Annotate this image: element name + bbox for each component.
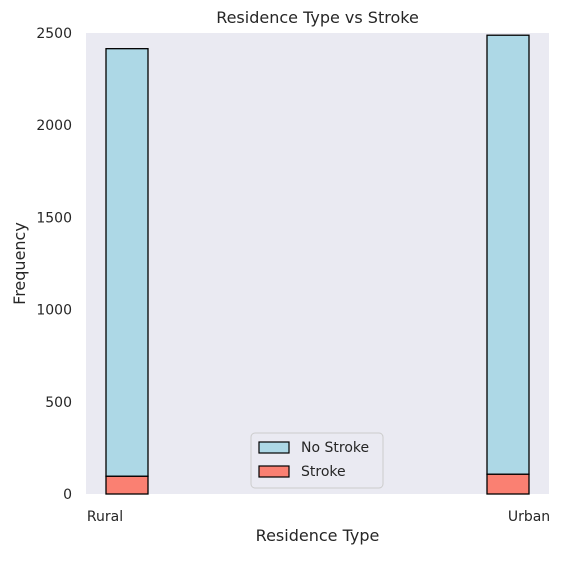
- y-tick-label: 0: [63, 487, 72, 503]
- y-tick-label: 1000: [36, 303, 72, 319]
- y-axis-label: Frequency: [10, 222, 29, 305]
- legend-swatch: [258, 441, 290, 454]
- x-tick-label: Urban: [508, 509, 550, 525]
- bar-stroke-urban: [486, 473, 530, 495]
- plot-area: [86, 33, 549, 494]
- bar-stroke-rural: [105, 475, 149, 495]
- bar-no-stroke-rural: [105, 48, 149, 477]
- y-ticks: 0 500 1000 1500 2000 2500: [36, 26, 72, 503]
- x-axis-label: Residence Type: [256, 526, 380, 545]
- x-tick-label: Rural: [87, 509, 123, 525]
- y-tick-label: 2000: [36, 118, 72, 134]
- bar-no-stroke-urban: [486, 34, 530, 475]
- y-tick-label: 500: [45, 395, 72, 411]
- chart-title: Residence Type vs Stroke: [216, 8, 419, 27]
- legend: No Stroke Stroke: [250, 432, 384, 489]
- legend-label: No Stroke: [301, 440, 369, 456]
- legend-swatch: [258, 465, 290, 478]
- legend-label: Stroke: [301, 464, 346, 480]
- y-tick-label: 1500: [36, 210, 72, 226]
- bars-layer: [105, 34, 530, 495]
- x-ticks: Rural Urban: [87, 509, 550, 525]
- y-tick-label: 2500: [36, 26, 72, 42]
